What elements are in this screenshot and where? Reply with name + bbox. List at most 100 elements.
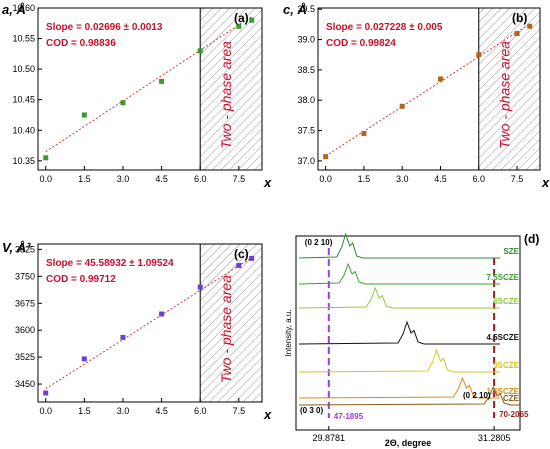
x-tick-label: 7.5 [233,406,246,416]
x-tick-label: 0.0 [39,406,52,416]
diffraction-trace [298,376,500,399]
data-point [361,131,367,137]
plot-frame [37,243,263,403]
plot-frame [37,7,263,171]
plot-frame [295,235,521,431]
data-point [249,17,255,23]
slope-annotation: Slope = 0.027228 ± 0.005 [326,22,443,33]
panel-a: Two - phase area 10.35 10.40 10.45 10.50 10.5… [2,2,272,190]
data-point [81,112,87,118]
x-tick-label: 31.2805 [478,433,511,443]
x-tick-label: 7.5 [233,174,246,184]
fit-line [45,257,252,390]
data-point [120,100,126,106]
panel-label: (b) [512,11,527,25]
slope-annotation: Slope = 0.02696 ± 0.0013 [46,22,163,33]
trace-label: SZE [503,247,519,256]
x-tick-label: 6.0 [194,174,207,184]
y-axis-label: V, Å³ [2,240,31,255]
panel-label: (a) [234,11,249,25]
cod-annotation: COD = 0.98836 [46,38,116,49]
cod-annotation: COD = 0.99824 [326,38,396,49]
reference-label: 70-2065 [499,410,529,419]
y-tick-label: 10.35 [12,156,35,166]
data-point [159,311,165,317]
data-point [81,356,87,362]
y-tick-label: 37.0 [297,156,315,166]
two-phase-region [199,243,263,403]
x-tick-label: 1.5 [358,174,371,184]
y-tick-label: 10.50 [12,64,35,74]
data-point [514,30,520,36]
data-point [323,154,329,160]
y-tick-label: 10.60 [12,3,35,13]
data-point [120,334,126,340]
x-tick-label: 3.0 [117,174,130,184]
y-tick-label: 3450 [15,379,35,389]
reference-label: 47-1895 [334,412,364,421]
trace-label: CZE [503,394,520,403]
x-tick-label: 4.5 [434,174,447,184]
trace-label: 6SCZE [493,297,519,306]
two-phase-region [199,7,263,171]
data-point [437,76,443,82]
x-tick-label: 0.0 [39,174,52,184]
y-tick-label: 3825 [15,244,35,254]
x-tick-label: 3.0 [396,174,409,184]
data-point [527,23,533,29]
y-tick-label: 38.5 [297,65,315,75]
x-axis-label: x [263,175,272,190]
two-phase-label: Two - phase area [218,41,234,149]
trace-label: 3SCZE [493,361,519,370]
data-point [197,284,203,290]
two-phase-label: Two - phase area [496,41,512,149]
x-axis-label: x [541,175,550,190]
x-axis-label: 2Θ, degree [385,438,432,448]
x-tick-label: 29.8781 [313,433,346,443]
x-tick-label: 1.5 [78,174,91,184]
y-tick-label: 10.40 [12,125,35,135]
y-tick-label: 39.5 [297,4,315,14]
y-tick-label: 3525 [15,352,35,362]
data-point [399,103,405,109]
data-point [159,78,165,84]
x-tick-label: 4.5 [155,174,168,184]
cod-annotation: COD = 0.99712 [46,274,116,285]
hkl-label: (0 3 0) [300,406,323,415]
y-axis-label: Intensity, a.u. [284,310,293,357]
diffraction-trace [298,286,500,309]
x-tick-label: 0.0 [319,174,332,184]
data-point [43,390,49,396]
panel-b: Two - phase area 37.0 37.5 38.0 38.5 39.0 39.5… [283,2,550,190]
x-tick-label: 3.0 [117,406,130,416]
hkl-label: (0 2 10) [463,391,491,400]
data-point [43,155,49,161]
y-tick-label: 3675 [15,298,35,308]
panel-c: Two - phase area 3450 3525 3600 3675 3750 3825… [2,240,272,422]
x-tick-label: 6.0 [194,406,207,416]
slope-annotation: Slope = 45.58932 ± 1.09524 [46,258,174,269]
x-tick-label: 7.5 [511,174,524,184]
data-point [249,255,255,261]
data-point [476,52,482,58]
panel-label: (c) [234,247,249,261]
fit-line [45,16,252,153]
trace-label: 4.5SCZE [487,333,520,342]
diffraction-trace [298,320,500,345]
y-tick-label: 10.45 [12,95,35,105]
diffraction-trace [298,385,520,406]
data-point [236,263,242,269]
x-tick-label: 6.0 [473,174,486,184]
y-tick-label: 38.0 [297,95,315,105]
diffraction-trace [298,348,500,373]
x-axis-label: x [263,407,272,422]
plot-frame [317,7,541,171]
y-tick-label: 39.0 [297,35,315,45]
y-tick-label: 37.5 [297,126,315,136]
fit-line [325,23,531,157]
x-tick-label: 1.5 [78,406,91,416]
y-tick-label: 10.55 [12,34,35,44]
trace-label: 7.5SCZE [487,273,520,282]
